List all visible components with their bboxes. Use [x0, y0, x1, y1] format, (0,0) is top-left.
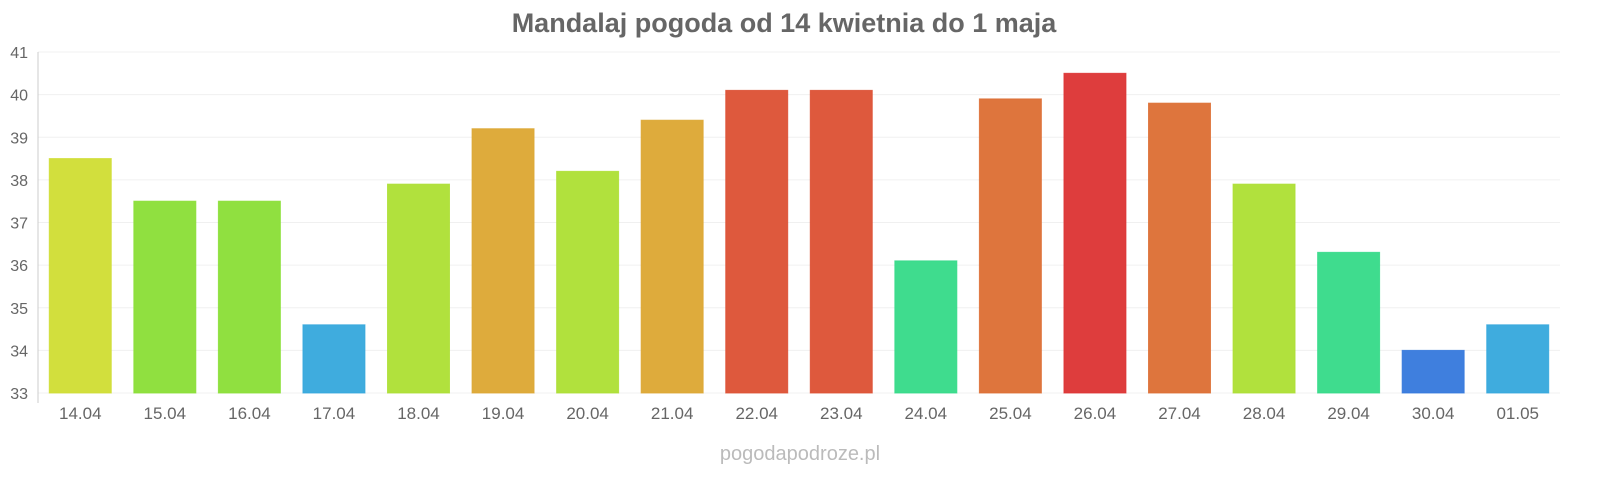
- bar-20.04[interactable]: [556, 170, 620, 394]
- bar-25.04[interactable]: [978, 98, 1042, 394]
- x-tick-label: 17.04: [313, 404, 356, 423]
- bar-30.04[interactable]: [1401, 349, 1465, 394]
- bar-16.04[interactable]: [217, 200, 281, 394]
- bar-26.04[interactable]: [1063, 72, 1127, 394]
- x-tick-label: 20.04: [566, 404, 609, 423]
- x-tick-label: 21.04: [651, 404, 694, 423]
- x-tick-label: 16.04: [228, 404, 271, 423]
- bar-21.04[interactable]: [640, 119, 704, 394]
- x-tick-label: 18.04: [397, 404, 440, 423]
- y-tick-label: 33: [10, 386, 28, 403]
- y-tick-label: 40: [10, 88, 28, 105]
- x-tick-label: 19.04: [482, 404, 525, 423]
- bar-29.04[interactable]: [1317, 251, 1381, 394]
- x-tick-label: 25.04: [989, 404, 1032, 423]
- x-tick-label: 01.05: [1496, 404, 1539, 423]
- x-tick-label: 24.04: [905, 404, 948, 423]
- y-tick-label: 35: [10, 301, 28, 318]
- x-tick-label: 27.04: [1158, 404, 1201, 423]
- x-tick-label: 22.04: [735, 404, 778, 423]
- chart-title: Mandalaj pogoda od 14 kwietnia do 1 maja: [512, 8, 1058, 38]
- bar-22.04[interactable]: [725, 89, 789, 394]
- bar-01.05[interactable]: [1486, 324, 1550, 394]
- bar-23.04[interactable]: [809, 89, 873, 394]
- y-tick-label: 41: [10, 45, 28, 62]
- y-tick-label: 39: [10, 130, 28, 147]
- bar-14.04[interactable]: [48, 158, 112, 394]
- x-tick-label: 29.04: [1327, 404, 1370, 423]
- x-tick-label: 30.04: [1412, 404, 1455, 423]
- bar-19.04[interactable]: [471, 128, 535, 394]
- x-tick-label: 23.04: [820, 404, 863, 423]
- bar-28.04[interactable]: [1232, 183, 1296, 394]
- watermark: pogodapodroze.pl: [720, 443, 880, 465]
- x-tick-label: 26.04: [1074, 404, 1117, 423]
- bar-15.04[interactable]: [133, 200, 197, 394]
- bar-24.04[interactable]: [894, 260, 958, 394]
- bar-17.04[interactable]: [302, 324, 366, 394]
- y-tick-label: 34: [10, 343, 28, 360]
- x-tick-label: 28.04: [1243, 404, 1286, 423]
- x-tick-label: 15.04: [144, 404, 187, 423]
- y-tick-label: 38: [10, 173, 28, 190]
- bar-27.04[interactable]: [1148, 102, 1211, 394]
- y-tick-label: 36: [10, 258, 28, 275]
- bar-18.04[interactable]: [387, 183, 450, 394]
- x-tick-label: 14.04: [59, 404, 102, 423]
- y-tick-label: 37: [10, 216, 28, 233]
